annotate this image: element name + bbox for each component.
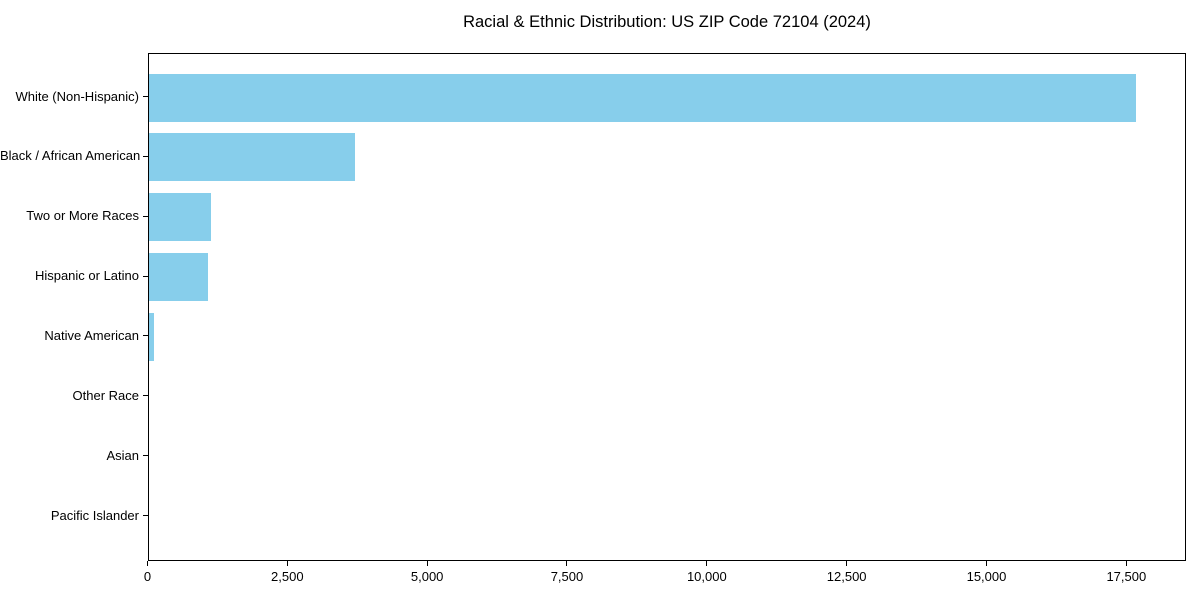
y-tick-mark (142, 395, 148, 397)
y-tick-label: Other Race (72, 387, 139, 403)
y-tick-mark (142, 275, 148, 277)
x-tick-label: 12,500 (826, 568, 867, 584)
x-tick-mark (985, 560, 987, 566)
y-tick-label: Hispanic or Latino (34, 268, 139, 284)
y-tick-mark (142, 515, 148, 516)
x-tick-label: 15,000 (966, 568, 1007, 584)
y-tick-label: Two or More Races (26, 208, 139, 224)
y-tick-mark (142, 96, 148, 97)
x-tick-label: 10,000 (686, 568, 727, 584)
y-tick-label: Pacific Islander (50, 507, 139, 523)
y-tick-label: Black / African American (0, 148, 141, 164)
bar (148, 133, 355, 182)
y-tick-label: Asian (106, 447, 139, 463)
x-tick-mark (566, 560, 568, 566)
bar (148, 312, 155, 361)
x-tick-label: 5,000 (410, 568, 444, 584)
x-tick-mark (1125, 560, 1127, 566)
x-tick-label: 0 (143, 568, 152, 584)
bar (148, 193, 211, 242)
x-tick-label: 2,500 (271, 568, 304, 584)
y-tick-mark (142, 335, 148, 337)
x-tick-label: 7,500 (550, 568, 584, 584)
y-tick-label: Native American (44, 327, 139, 343)
chart-title: Racial & Ethnic Distribution: US ZIP Cod… (463, 13, 871, 31)
x-tick-mark (706, 560, 708, 566)
x-tick-label: 17,500 (1106, 568, 1147, 584)
x-tick-mark (147, 560, 148, 566)
y-tick-mark (142, 215, 148, 217)
bar (148, 73, 1136, 122)
plot-area (147, 52, 1186, 561)
x-tick-mark (286, 560, 288, 566)
y-tick-label: White (Non-Hispanic) (15, 88, 139, 104)
x-tick-mark (846, 560, 848, 566)
y-tick-mark (142, 455, 148, 457)
bar (148, 253, 208, 302)
y-tick-mark (142, 155, 148, 157)
x-tick-mark (426, 560, 428, 566)
